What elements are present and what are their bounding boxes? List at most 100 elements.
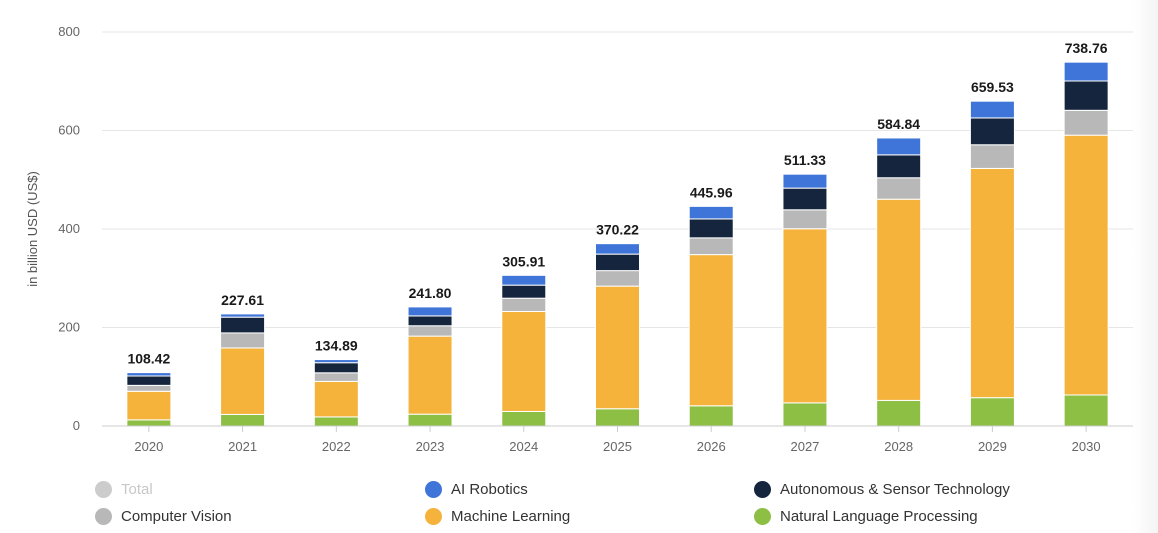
- bar-segment-computer-vision-2030: [1063, 109, 1109, 136]
- bar-segment-machine-learning-2021: [220, 347, 266, 415]
- legend-item-nlp[interactable]: Natural Language Processing: [754, 505, 978, 527]
- total-label-2023: 241.80: [409, 285, 452, 301]
- bar-segment-autonomous-sensor-technology-2024: [501, 284, 547, 299]
- total-label-2027: 511.33: [784, 152, 826, 168]
- legend-marker-machine-learning: [425, 507, 442, 525]
- bar-segment-computer-vision-2023: [407, 325, 453, 337]
- legend-item-autonomous-sensor[interactable]: Autonomous & Sensor Technology: [754, 478, 1010, 500]
- legend-label-total: Total: [121, 480, 153, 498]
- bar-segment-machine-learning-2026: [688, 254, 734, 407]
- total-label-2030: 738.76: [1065, 40, 1108, 56]
- legend-item-total[interactable]: Total: [95, 478, 153, 500]
- legend-item-machine-learning[interactable]: Machine Learning: [425, 505, 570, 527]
- bar-segment-autonomous-sensor-technology-2020: [126, 375, 172, 386]
- legend-marker-computer-vision: [95, 507, 112, 525]
- bar-segment-computer-vision-2029: [969, 144, 1015, 169]
- x-tick-label-2020: 2020: [134, 439, 163, 454]
- bar-segment-ai-robotics-2020: [126, 372, 172, 377]
- right-edge-shadow: [1132, 0, 1158, 533]
- y-tick-label-600: 600: [58, 123, 80, 138]
- x-tick-label-2027: 2027: [790, 439, 819, 454]
- legend-marker-total: [95, 480, 112, 498]
- bar-segment-ai-robotics-2027: [782, 173, 828, 189]
- bar-segment-natural-language-processing-2025: [595, 408, 640, 427]
- y-axis-title: in billion USD (US$): [25, 171, 40, 287]
- legend-label-computer-vision: Computer Vision: [121, 507, 232, 525]
- bar-segment-machine-learning-2020: [126, 390, 172, 421]
- x-tick-label-2022: 2022: [322, 439, 351, 454]
- total-label-2020: 108.42: [127, 351, 170, 367]
- bar-segment-ai-robotics-2025: [595, 243, 640, 255]
- bar-segment-natural-language-processing-2027: [782, 402, 828, 427]
- bar-segment-computer-vision-2028: [876, 177, 922, 200]
- legend-item-computer-vision[interactable]: Computer Vision: [95, 505, 232, 527]
- y-tick-label-800: 800: [58, 24, 80, 39]
- bar-segment-natural-language-processing-2024: [501, 410, 547, 427]
- bar-segment-computer-vision-2025: [595, 270, 640, 287]
- legend-marker-nlp: [754, 507, 771, 525]
- bar-segment-autonomous-sensor-technology-2025: [595, 253, 640, 272]
- total-label-2028: 584.84: [877, 116, 920, 132]
- bar-segment-computer-vision-2026: [688, 237, 734, 256]
- total-label-2024: 305.91: [502, 253, 545, 269]
- x-tick-label-2025: 2025: [603, 439, 632, 454]
- bar-segment-autonomous-sensor-technology-2022: [313, 362, 359, 374]
- bar-segment-ai-robotics-2030: [1063, 61, 1109, 82]
- bar-segment-machine-learning-2029: [969, 167, 1015, 399]
- total-label-2022: 134.89: [315, 338, 358, 354]
- bar-segment-natural-language-processing-2026: [688, 405, 734, 427]
- bar-segment-ai-robotics-2022: [313, 359, 359, 364]
- legend-label-nlp: Natural Language Processing: [780, 507, 978, 525]
- bar-segment-ai-robotics-2024: [501, 274, 547, 286]
- bar-segment-autonomous-sensor-technology-2027: [782, 187, 828, 211]
- bar-segment-machine-learning-2027: [782, 228, 828, 404]
- legend-label-ai-robotics: AI Robotics: [451, 480, 528, 498]
- chart-legend: Total AI Robotics Autonomous & Sensor Te…: [95, 478, 1095, 528]
- bar-segment-natural-language-processing-2028: [876, 399, 922, 427]
- bar-segment-machine-learning-2030: [1063, 134, 1109, 396]
- bar-segment-autonomous-sensor-technology-2021: [220, 316, 266, 334]
- x-tick-label-2024: 2024: [509, 439, 538, 454]
- bar-segment-autonomous-sensor-technology-2028: [876, 154, 922, 179]
- bar-segment-machine-learning-2022: [313, 380, 359, 418]
- chart-plot: 0 200 400 600 800 in billion USD (US$) 108.42 2…: [25, 24, 1133, 454]
- bar-segment-computer-vision-2020: [126, 384, 172, 392]
- total-label-2021: 227.61: [221, 292, 264, 308]
- x-tick-label-2028: 2028: [884, 439, 913, 454]
- x-tick-label-2029: 2029: [978, 439, 1007, 454]
- bar-segment-computer-vision-2027: [782, 209, 828, 230]
- bar-segment-machine-learning-2025: [595, 285, 640, 410]
- legend-label-machine-learning: Machine Learning: [451, 507, 571, 525]
- bar-segment-machine-learning-2028: [876, 198, 922, 401]
- bar-segment-computer-vision-2022: [313, 372, 359, 382]
- total-label-2026: 445.96: [690, 184, 733, 200]
- bar-segment-natural-language-processing-2023: [407, 413, 453, 427]
- bar-segment-ai-robotics-2021: [220, 313, 266, 318]
- bar-segment-autonomous-sensor-technology-2029: [969, 117, 1015, 146]
- x-tick-label-2023: 2023: [416, 439, 445, 454]
- bar-segment-autonomous-sensor-technology-2026: [688, 218, 734, 239]
- bar-segment-autonomous-sensor-technology-2023: [407, 315, 453, 327]
- bar-segment-ai-robotics-2023: [407, 306, 453, 317]
- bar-segment-natural-language-processing-2022: [313, 416, 359, 427]
- bar-segment-natural-language-processing-2020: [126, 419, 172, 427]
- bar-segment-ai-robotics-2028: [876, 137, 922, 156]
- legend-item-ai-robotics[interactable]: AI Robotics: [425, 478, 528, 500]
- x-tick-label-2026: 2026: [697, 439, 726, 454]
- bar-segment-natural-language-processing-2029: [969, 397, 1015, 427]
- y-tick-label-0: 0: [73, 418, 80, 433]
- bar-segment-ai-robotics-2026: [688, 205, 734, 220]
- y-tick-label-400: 400: [58, 221, 80, 236]
- legend-marker-ai-robotics: [425, 480, 442, 498]
- bar-segment-computer-vision-2024: [501, 297, 547, 312]
- y-tick-label-200: 200: [58, 320, 80, 335]
- bar-segment-autonomous-sensor-technology-2030: [1063, 80, 1109, 111]
- bar-segment-computer-vision-2021: [220, 332, 266, 349]
- x-tick-label-2021: 2021: [228, 439, 257, 454]
- total-label-2029: 659.53: [971, 79, 1014, 95]
- bar-segment-natural-language-processing-2030: [1063, 394, 1109, 427]
- bar-segment-machine-learning-2023: [407, 335, 453, 415]
- legend-label-autonomous-sensor: Autonomous & Sensor Technology: [780, 480, 1010, 498]
- bar-segment-ai-robotics-2029: [969, 100, 1015, 119]
